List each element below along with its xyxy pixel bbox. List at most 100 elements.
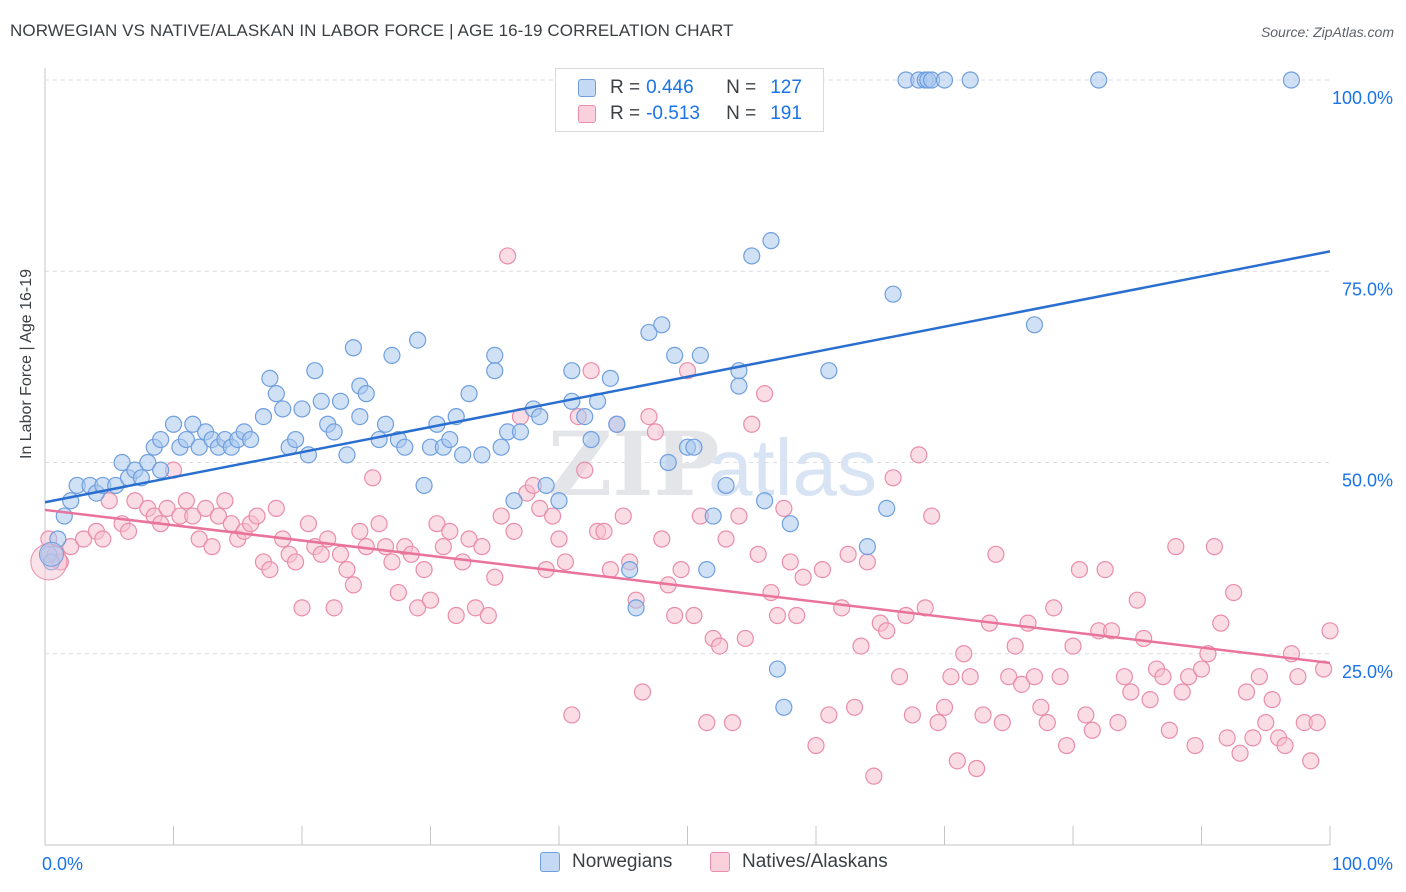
norwegian-point: [242, 430, 260, 449]
native-point: [794, 568, 812, 586]
native-point: [678, 362, 697, 380]
norwegian-point: [511, 423, 530, 441]
series-legend-natives: Natives/Alaskans: [710, 851, 888, 873]
norwegian-point: [1282, 71, 1301, 89]
native-point: [865, 767, 883, 785]
norwegian-point: [666, 346, 684, 364]
native-point: [351, 522, 369, 540]
native-point: [743, 415, 761, 433]
native-point: [910, 446, 928, 464]
norwegian-point: [486, 346, 504, 364]
native-point: [383, 553, 401, 571]
native-point: [1045, 599, 1063, 617]
native-point: [640, 408, 658, 426]
native-point: [942, 668, 960, 686]
native-point: [833, 599, 851, 617]
norwegian-point: [627, 599, 645, 617]
native-point: [556, 553, 575, 571]
norwegian-point: [164, 415, 183, 433]
norwegian-point: [441, 430, 459, 449]
native-point: [614, 507, 632, 525]
native-point: [216, 492, 234, 510]
legend-r-label: R =: [610, 77, 641, 98]
norwegian-point: [370, 430, 388, 449]
legend-row-natives: R = -0.513 N = 191: [578, 102, 802, 126]
norwegian-point: [331, 392, 350, 410]
series-legend: Norwegians Natives/Alaskans: [0, 851, 1406, 879]
norwegian-point: [576, 408, 594, 426]
native-point: [711, 637, 729, 655]
native-point: [505, 522, 523, 540]
x-tick-label-max: 100.0%: [1332, 854, 1393, 874]
native-point: [286, 553, 305, 571]
norwegian-point: [935, 71, 954, 89]
native-point: [1135, 629, 1153, 648]
native-point: [209, 507, 228, 525]
native-point: [100, 492, 118, 510]
native-point: [454, 553, 472, 571]
norwegian-point: [653, 316, 671, 334]
native-point: [987, 545, 1005, 563]
native-point: [492, 507, 510, 525]
native-point: [582, 362, 600, 380]
native-point: [1077, 706, 1095, 724]
native-point: [1102, 622, 1121, 640]
series-legend-norwegians: Norwegians: [540, 851, 672, 873]
native-point: [1096, 560, 1114, 579]
norwegian-point: [704, 507, 722, 525]
norwegian-point: [550, 492, 568, 510]
norwegian-point: [505, 492, 523, 510]
norwegian-point: [878, 499, 896, 517]
chart-title: NORWEGIAN VS NATIVE/ALASKAN IN LABOR FOR…: [10, 21, 734, 40]
native-point: [94, 530, 112, 548]
native-point: [415, 560, 433, 579]
norwegian-point: [177, 430, 195, 449]
native-point: [974, 706, 992, 724]
native-point: [197, 499, 215, 517]
native-point: [948, 752, 966, 770]
native-point: [1231, 744, 1249, 762]
native-point: [1321, 622, 1339, 640]
native-point: [845, 698, 864, 716]
native-point: [184, 507, 202, 525]
y-tick-label: 75.0%: [1342, 279, 1393, 299]
native-point: [813, 560, 832, 579]
norwegian-point: [274, 400, 292, 418]
norwegian-point: [486, 362, 504, 380]
norwegian-point: [152, 430, 170, 449]
native-point: [858, 553, 877, 571]
native-point: [955, 645, 973, 663]
native-point: [460, 530, 478, 548]
norwegian-point: [184, 415, 202, 433]
native-point: [338, 560, 356, 579]
native-point: [441, 522, 459, 540]
native-point: [119, 522, 138, 540]
norwegian-point: [608, 415, 626, 433]
native-point: [177, 492, 195, 510]
native-point: [1083, 721, 1101, 739]
legend-swatch-blue: [578, 79, 596, 97]
native-point: [74, 530, 93, 548]
watermark: atlas: [708, 423, 877, 512]
norwegian-point-cluster: [38, 541, 64, 567]
native-point: [293, 599, 311, 617]
native-point: [434, 538, 452, 556]
native-point: [633, 683, 652, 701]
native-point: [389, 583, 407, 602]
norwegian-point: [698, 560, 716, 579]
native-point: [1038, 713, 1056, 732]
norwegian-point: [858, 538, 877, 556]
native-point: [576, 461, 594, 479]
norwegian-point: [762, 232, 780, 250]
native-point: [479, 606, 497, 625]
native-point: [935, 698, 954, 716]
native-point: [1186, 736, 1204, 755]
native-point: [1205, 538, 1223, 556]
norwegian-point: [781, 515, 799, 533]
norwegian-point: [454, 446, 472, 464]
norwegian-point: [768, 660, 787, 678]
norwegian-point: [743, 247, 761, 265]
native-point: [1257, 713, 1275, 732]
norwegian-point: [460, 385, 478, 403]
native-point: [1109, 713, 1127, 732]
